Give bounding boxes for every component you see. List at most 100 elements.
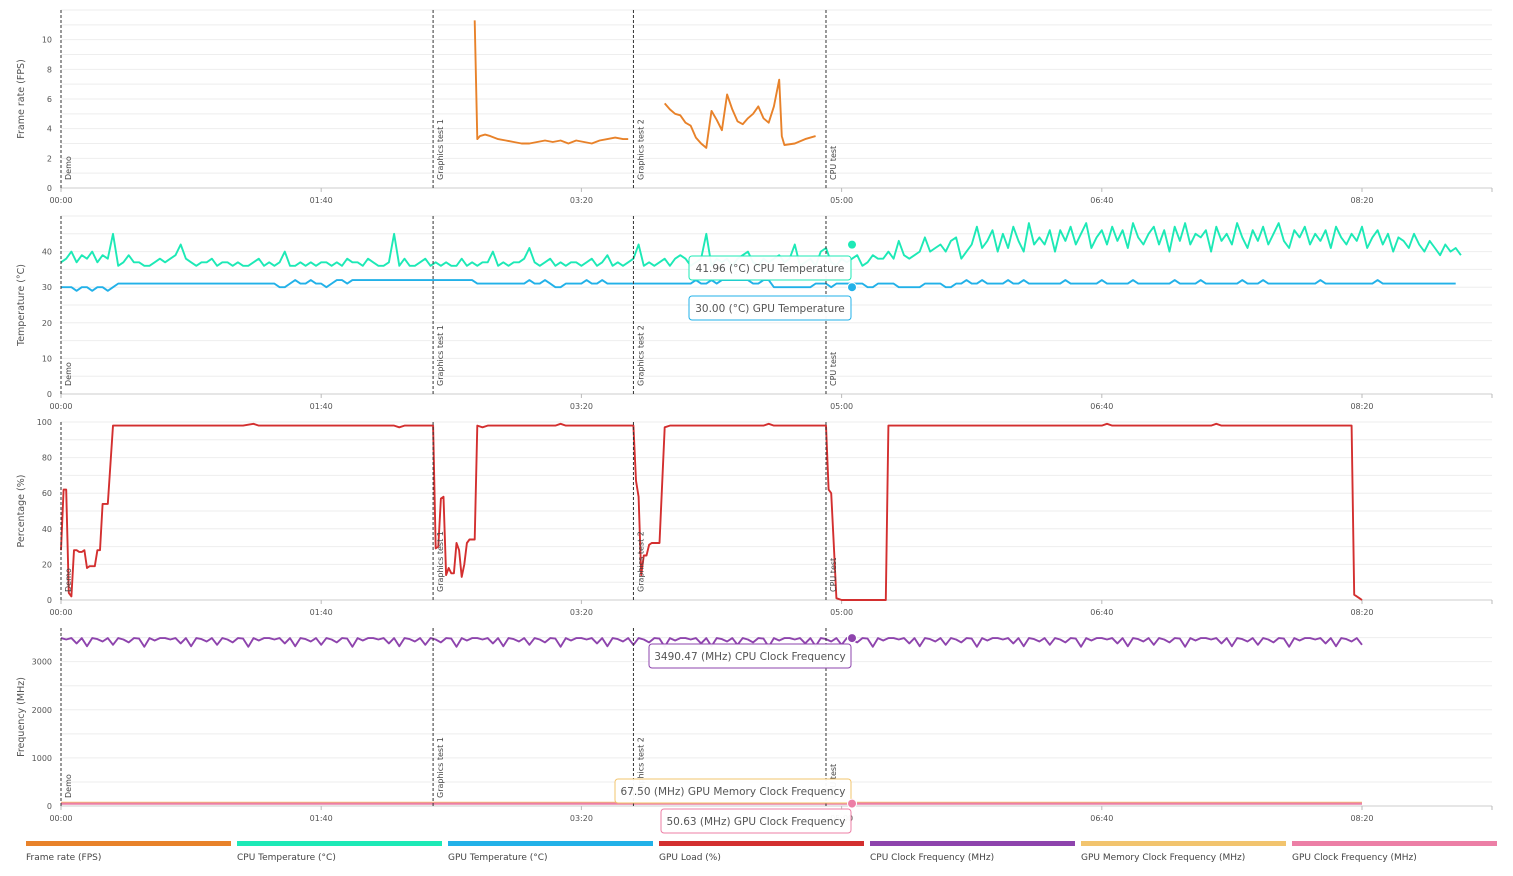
tooltip-box — [660, 808, 852, 834]
legend-swatch — [448, 841, 653, 846]
x-tick-label: 00:00 — [49, 402, 72, 411]
y-axis-label: Percentage (%) — [16, 475, 27, 548]
test-marker-label: Graphics test 2 — [636, 737, 645, 798]
x-tick-label: 06:40 — [1090, 196, 1113, 205]
chart-panel-1: 0 2 4 6 8 10 Frame rate (FPS) 00:00 01:40 03:20 05… — [16, 9, 1493, 205]
y-tick-label: 20 — [42, 319, 52, 328]
x-tick-label: 03:20 — [570, 608, 593, 617]
chart-panel-2: 0 10 20 30 40 Temperature (°C) 00:00 01:40 03:20… — [16, 215, 1493, 411]
tooltip-point — [847, 798, 858, 809]
x-tick-label: 08:20 — [1350, 608, 1373, 617]
tooltip-text: 3490.47 (MHz) CPU Clock Frequency — [654, 651, 846, 663]
x-tick-label: 01:40 — [310, 402, 333, 411]
x-tick-label: 01:40 — [310, 196, 333, 205]
y-tick-label: 8 — [47, 65, 52, 74]
tooltip-box — [688, 255, 852, 281]
test-marker-label: Demo — [64, 774, 73, 798]
x-tick-label: 03:20 — [570, 402, 593, 411]
legend-label: CPU Clock Frequency (MHz) — [870, 853, 994, 863]
legend-swatch — [237, 841, 442, 846]
legend-swatch — [1292, 841, 1497, 846]
x-tick-label: 05:00 — [830, 402, 853, 411]
legend-item-gpu-temperature-c[interactable]: GPU Temperature (°C) — [448, 841, 653, 863]
series-line-frame-rate-fps — [663, 78, 816, 149]
y-tick-label: 30 — [42, 283, 52, 292]
tooltip-point — [847, 282, 858, 293]
series-line-gpu-temperature-c — [61, 279, 1456, 292]
y-axis-label: Frame rate (FPS) — [16, 59, 27, 139]
chart-panel-3: 0 20 40 60 80 100 Percentage (%) 00:00 01:40 03:2… — [16, 418, 1493, 617]
y-tick-label: 6 — [47, 95, 52, 104]
x-tick-label: 08:20 — [1350, 196, 1373, 205]
y-tick-label: 0 — [47, 802, 52, 811]
series-line-frame-rate-fps — [473, 20, 629, 145]
test-marker-label: Graphics test 1 — [436, 119, 445, 180]
y-axis-label: Temperature (°C) — [16, 264, 27, 347]
test-marker-label: Graphics test 2 — [636, 531, 645, 592]
tooltip-text: 30.00 (°C) GPU Temperature — [695, 303, 845, 315]
x-tick-label: 01:40 — [310, 608, 333, 617]
y-tick-label: 3000 — [32, 658, 52, 667]
legend-item-cpu-temperature-c[interactable]: CPU Temperature (°C) — [237, 841, 442, 863]
test-marker-label: CPU test — [829, 146, 838, 180]
x-tick-label: 06:40 — [1090, 814, 1113, 823]
legend-swatch — [659, 841, 864, 846]
test-marker-label: Demo — [64, 362, 73, 386]
x-tick-label: 00:00 — [49, 814, 72, 823]
tooltip-text: 41.96 (°C) CPU Temperature — [696, 263, 845, 275]
legend: Frame rate (FPS) CPU Temperature (°C) GPU … — [26, 841, 1497, 863]
test-marker-label: CPU test — [829, 558, 838, 592]
legend-item-gpu-clock-frequency-mhz[interactable]: GPU Clock Frequency (MHz) — [1292, 841, 1497, 863]
x-tick-label: 00:00 — [49, 196, 72, 205]
x-tick-label: 06:40 — [1090, 608, 1113, 617]
legend-item-frame-rate-fps[interactable]: Frame rate (FPS) — [26, 841, 231, 863]
tooltip-point — [847, 239, 858, 250]
legend-label: GPU Memory Clock Frequency (MHz) — [1081, 853, 1245, 863]
x-tick-label: 00:00 — [49, 608, 72, 617]
test-marker-label: Graphics test 1 — [436, 325, 445, 386]
tooltip-text: 67.50 (MHz) GPU Memory Clock Frequency — [620, 786, 845, 798]
tooltip-point — [847, 633, 858, 644]
legend-item-gpu-load[interactable]: GPU Load (%) — [659, 841, 864, 863]
x-tick-label: 08:20 — [1350, 402, 1373, 411]
test-marker-label: CPU test — [829, 352, 838, 386]
y-tick-label: 2000 — [32, 706, 52, 715]
tooltip-box — [688, 295, 852, 321]
legend-swatch — [870, 841, 1075, 846]
tooltip-box — [648, 643, 852, 669]
test-marker-label: Demo — [64, 568, 73, 592]
tooltip-2: 30.00 (°C) GPU Temperature — [688, 282, 858, 321]
y-tick-label: 0 — [47, 596, 52, 605]
y-tick-label: 100 — [37, 418, 52, 427]
tooltip-1: 41.96 (°C) CPU Temperature — [688, 239, 858, 281]
tooltip-4: 67.50 (MHz) GPU Memory Clock Frequency — [614, 778, 858, 808]
test-marker-label: Graphics test 1 — [436, 531, 445, 592]
test-marker-label: Graphics test 1 — [436, 737, 445, 798]
legend-item-cpu-clock-frequency-mhz[interactable]: CPU Clock Frequency (MHz) — [870, 841, 1075, 863]
legend-label: CPU Temperature (°C) — [237, 853, 336, 863]
series-line-gpu-load — [60, 422, 1363, 601]
tooltip-3: 3490.47 (MHz) CPU Clock Frequency — [648, 633, 858, 669]
x-tick-label: 08:20 — [1350, 814, 1373, 823]
tooltip-5: 50.63 (MHz) GPU Clock Frequency — [660, 798, 858, 834]
y-tick-label: 2 — [47, 154, 52, 163]
legend-label: GPU Clock Frequency (MHz) — [1292, 853, 1417, 863]
tooltip-box — [614, 778, 852, 804]
test-marker-label: Demo — [64, 156, 73, 180]
x-tick-label: 03:20 — [570, 814, 593, 823]
legend-swatch — [1081, 841, 1286, 846]
y-tick-label: 20 — [42, 560, 52, 569]
y-tick-label: 0 — [47, 390, 52, 399]
tooltip-text: 50.63 (MHz) GPU Clock Frequency — [667, 816, 846, 828]
y-tick-label: 40 — [42, 248, 52, 257]
y-tick-label: 10 — [42, 36, 52, 45]
y-tick-label: 0 — [47, 184, 52, 193]
test-marker-label: Graphics test 2 — [636, 325, 645, 386]
y-tick-label: 10 — [42, 354, 52, 363]
y-tick-label: 60 — [42, 489, 52, 498]
legend-item-gpu-memory-clock-frequency-mhz[interactable]: GPU Memory Clock Frequency (MHz) — [1081, 841, 1286, 863]
x-tick-label: 05:00 — [830, 196, 853, 205]
y-tick-label: 1000 — [32, 754, 52, 763]
